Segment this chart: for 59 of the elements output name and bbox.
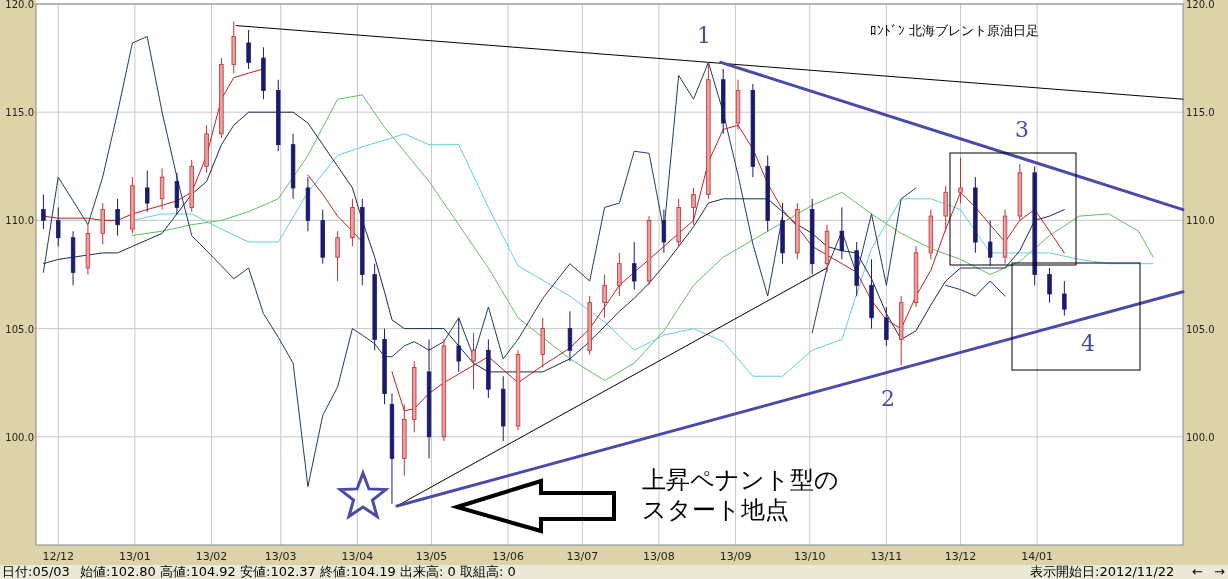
candlestick: [884, 306, 889, 347]
candlestick: [958, 157, 963, 204]
x-tick-label: 13/05: [415, 550, 448, 563]
candlestick: [335, 230, 340, 282]
annotation: 上昇ペナント型のスタート地点: [642, 466, 839, 524]
x-tick-label: 13/08: [643, 550, 675, 563]
y2-tick-label: 110.0: [1186, 215, 1215, 227]
annotation: 4: [1081, 331, 1095, 356]
x-tick-label: 12/12: [42, 550, 75, 563]
text: 表示開始日:2012/11/22: [1030, 564, 1175, 579]
line-series: [42, 111, 1065, 373]
text: →: [1214, 564, 1225, 579]
text: ←: [1192, 564, 1203, 579]
x-tick-label: 13/02: [195, 550, 228, 563]
text: 始値:102.80 高値:104.92 安値:102.37 終値:104.19 出来高: 0 取組高: 0: [80, 564, 516, 579]
x-tick-label: 13/06: [492, 550, 524, 563]
candlestick: [56, 206, 61, 247]
x-tick-label: 13/04: [341, 550, 374, 563]
candlestick: [1047, 267, 1052, 304]
x-tick-label: 13/12: [944, 550, 977, 563]
candlestick: [839, 206, 845, 260]
annotation: 3: [1015, 117, 1029, 142]
y2-tick-label: 105.0: [1186, 323, 1215, 335]
text: ﾛﾝﾄﾞﾝ 北海ブレント原油日足: [870, 23, 1040, 38]
candlestick: [145, 170, 150, 213]
y-tick-label: 110.0: [5, 215, 34, 227]
x-tick-label: 13/09: [719, 550, 752, 563]
candlestick: [115, 198, 120, 237]
annotation: 2: [881, 386, 895, 411]
x-tick-label: 13/10: [793, 550, 826, 563]
y2-tick-label: 115.0: [1186, 107, 1215, 119]
y-tick-label: 105.0: [5, 323, 34, 335]
x-tick-label: 13/03: [264, 550, 297, 563]
candlestick: [567, 310, 573, 362]
candlestick: [159, 167, 165, 211]
candlestick: [943, 185, 948, 232]
candlestick: [617, 252, 622, 297]
candlestick: [246, 29, 251, 70]
x-tick-label: 13/01: [119, 550, 151, 563]
y-tick-label: 100.0: [5, 431, 34, 443]
candlestick: [632, 241, 637, 291]
candlestick: [602, 274, 607, 319]
text: 日付:05/03: [2, 564, 70, 579]
x-tick-label: 13/11: [870, 550, 903, 563]
candlestick: [471, 332, 476, 390]
y-tick-label: 120.0: [5, 0, 34, 10]
candlestick: [987, 219, 993, 267]
candlestick: [456, 317, 461, 373]
y2-tick-label: 120.0: [1186, 0, 1215, 10]
candlestick: [691, 187, 696, 226]
annotation: 1: [697, 23, 711, 48]
candlestick: [100, 202, 105, 245]
candlestick: [1062, 280, 1067, 317]
y2-tick-label: 100.0: [1186, 431, 1215, 443]
y-tick-label: 115.0: [5, 107, 34, 119]
x-tick-label: 14/01: [1021, 550, 1053, 563]
candlestick: [661, 209, 667, 254]
x-tick-label: 13/07: [566, 550, 599, 563]
candlestick: [41, 193, 46, 230]
